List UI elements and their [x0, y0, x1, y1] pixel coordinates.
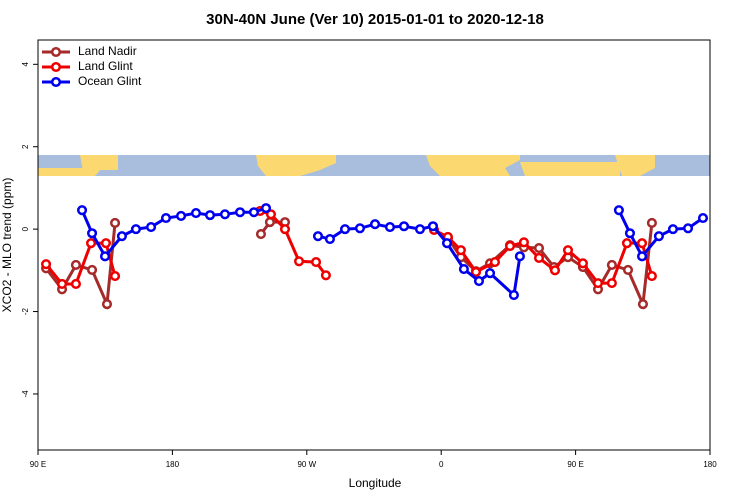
data-point — [320, 270, 331, 281]
x-axis-label: Longitude — [349, 476, 402, 490]
legend-marker — [50, 76, 62, 88]
data-point — [324, 233, 335, 245]
legend-marker — [50, 61, 62, 73]
data-point — [667, 224, 679, 235]
data-point — [87, 264, 98, 275]
data-point — [514, 251, 525, 262]
y-tick-label: 4 — [21, 62, 30, 67]
data-point — [100, 251, 111, 262]
data-point — [311, 257, 322, 268]
x-tick-label: 90 E — [567, 460, 583, 469]
data-point — [160, 212, 172, 224]
x-tick-label: 0 — [439, 460, 444, 469]
series-line — [446, 222, 654, 310]
data-point — [100, 238, 111, 249]
series-line — [433, 228, 654, 285]
data-point — [622, 264, 634, 275]
plot-frame — [37, 39, 711, 451]
legend-label: Land Nadir — [78, 44, 137, 58]
x-tick-label: 180 — [703, 460, 717, 469]
data-point — [219, 209, 231, 220]
y-tick-label: -2 — [21, 307, 30, 315]
data-point — [369, 219, 381, 230]
data-point — [110, 271, 121, 282]
data-point — [533, 243, 545, 254]
data-point — [577, 258, 588, 269]
y-tick-label: -4 — [21, 390, 30, 398]
data-point — [504, 240, 516, 252]
legend-label: Land Glint — [78, 59, 133, 73]
data-point — [470, 266, 482, 278]
data-point — [339, 224, 351, 235]
data-point — [637, 251, 648, 262]
data-point — [265, 209, 277, 220]
data-point — [85, 238, 97, 249]
data-point — [441, 238, 453, 249]
data-point — [130, 224, 142, 235]
data-point — [176, 210, 187, 221]
data-point — [312, 231, 324, 242]
data-point — [592, 278, 604, 289]
data-point — [110, 217, 121, 229]
data-point — [533, 252, 545, 264]
data-point — [77, 205, 88, 216]
data-point — [682, 223, 694, 234]
data-point — [637, 238, 648, 249]
data-point — [56, 278, 68, 289]
x-tick-label: 180 — [166, 460, 180, 469]
data-point — [646, 271, 657, 282]
data-point — [473, 276, 485, 287]
data-point — [484, 268, 496, 279]
data-point — [248, 207, 259, 218]
chart-title: 30N-40N June (Ver 10) 2015-01-01 to 2020… — [206, 11, 544, 28]
data-point — [234, 207, 246, 218]
y-tick-label: 0 — [21, 226, 30, 231]
data-point — [646, 217, 657, 229]
data-point — [116, 231, 127, 242]
data-point — [41, 259, 52, 270]
data-point — [87, 228, 98, 239]
data-point — [414, 224, 426, 235]
legend-label: Ocean Glint — [78, 74, 142, 88]
y-tick-label: 2 — [21, 144, 30, 149]
data-point — [204, 210, 216, 221]
data-point — [264, 217, 275, 228]
data-point — [293, 256, 305, 267]
data-point — [508, 290, 519, 301]
data-point — [190, 208, 202, 219]
data-point — [697, 212, 709, 224]
data-point — [458, 264, 469, 275]
data-point — [70, 278, 81, 289]
x-tick-label: 90 E — [30, 460, 46, 469]
data-point — [101, 299, 113, 310]
data-point — [637, 299, 648, 310]
data-point — [255, 229, 267, 240]
x-tick-label: 90 W — [297, 460, 316, 469]
map-strip — [38, 155, 710, 176]
data-point — [455, 245, 466, 256]
data-point — [398, 221, 410, 232]
data-point — [145, 222, 157, 233]
data-point — [613, 205, 624, 216]
data-point — [624, 228, 636, 239]
data-point — [70, 259, 81, 271]
legend-marker — [50, 46, 62, 58]
data-point — [354, 223, 366, 234]
data-point — [260, 203, 272, 214]
y-axis-label: XCO2 - MLO trend (ppm) — [0, 178, 14, 313]
data-point — [279, 224, 291, 235]
data-point — [621, 238, 633, 249]
data-point — [562, 245, 574, 256]
data-point — [489, 257, 501, 268]
data-point — [518, 237, 529, 248]
data-point — [427, 221, 439, 232]
data-point — [549, 265, 561, 276]
data-point — [384, 222, 396, 233]
data-point — [653, 231, 664, 242]
data-point — [606, 259, 617, 271]
data-point — [606, 278, 617, 289]
